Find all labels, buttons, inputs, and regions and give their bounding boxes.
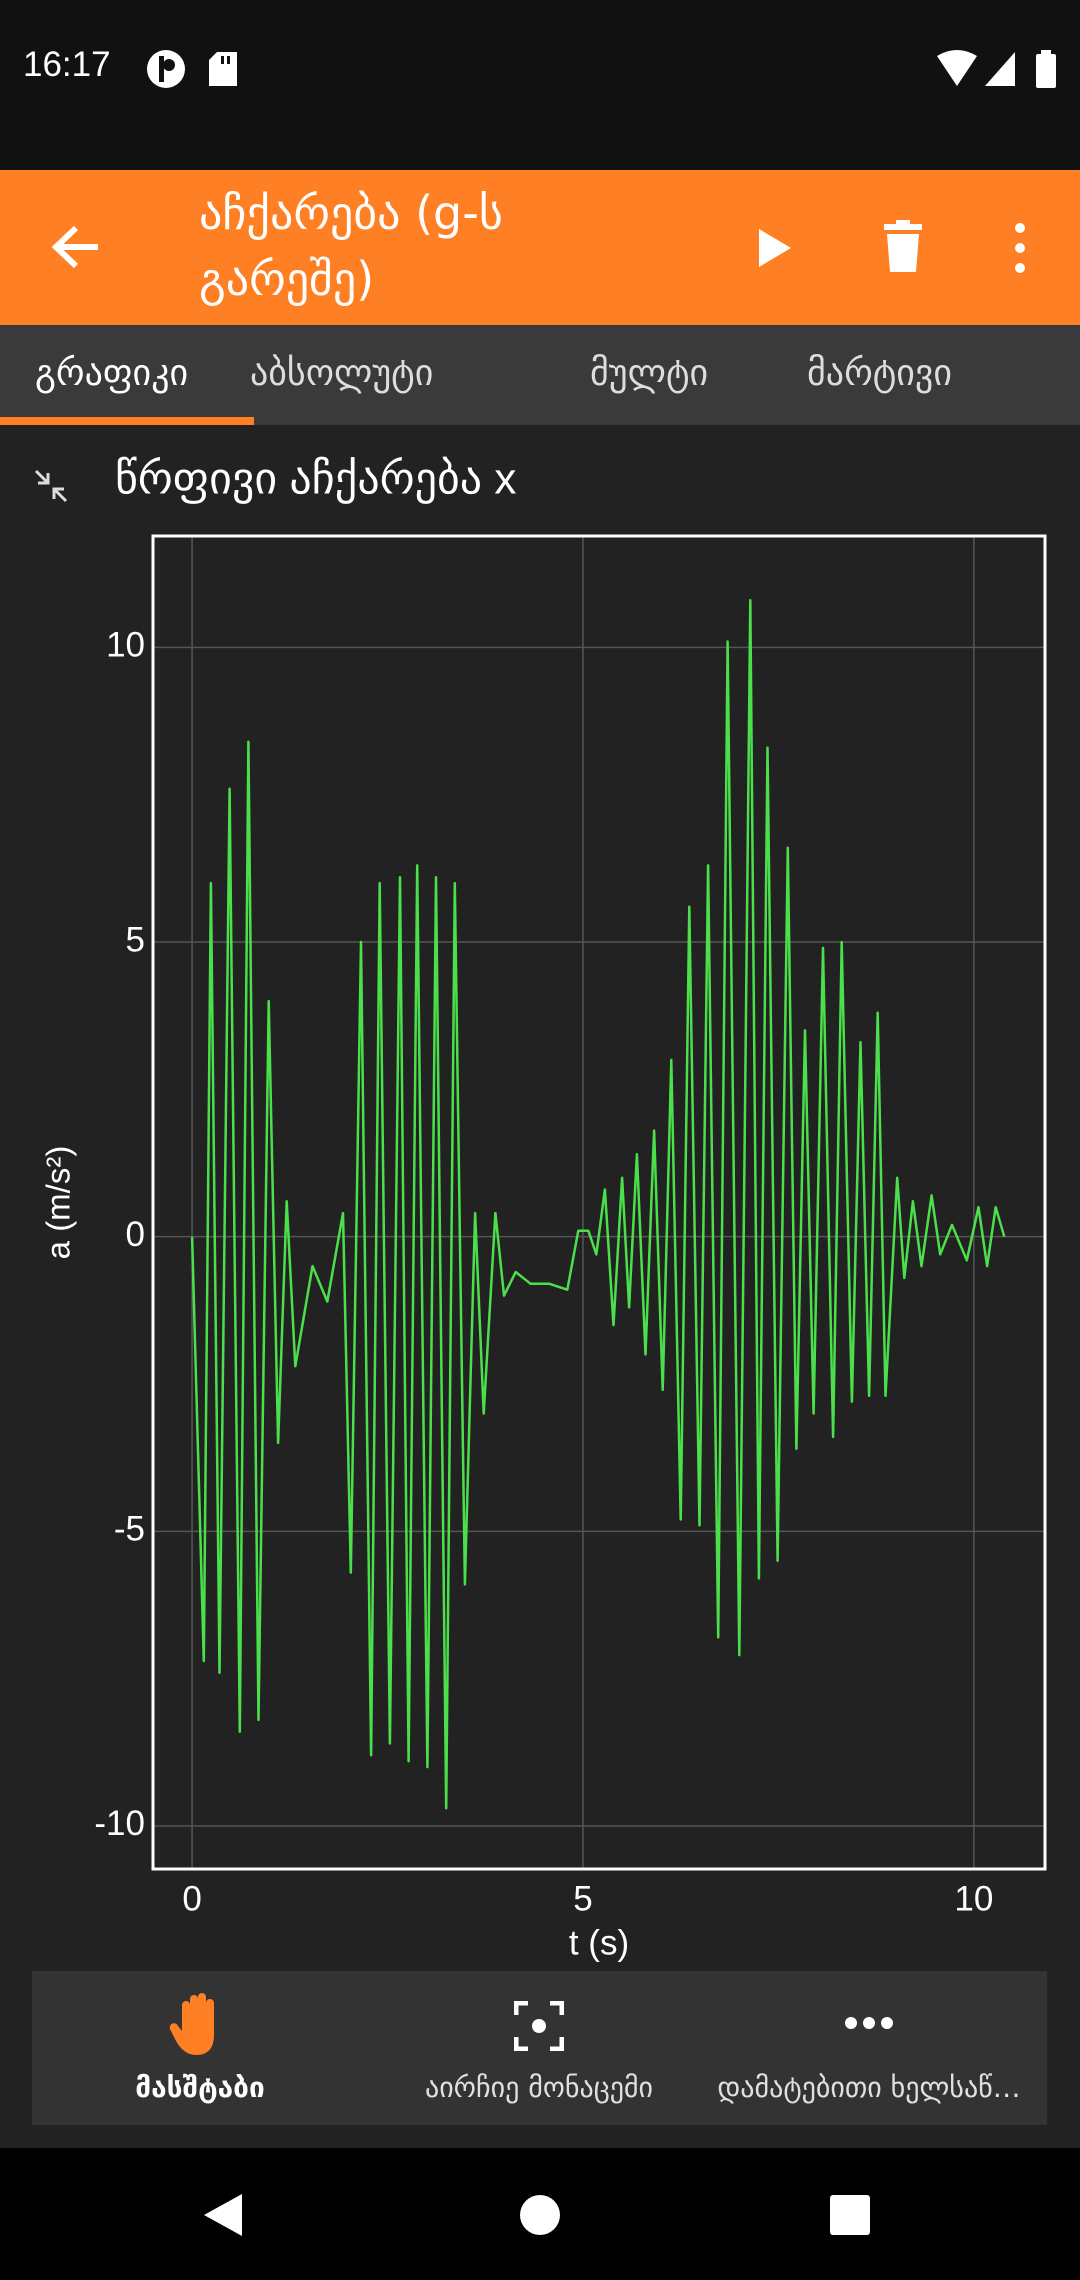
delete-button[interactable]	[882, 220, 924, 274]
more-button[interactable]	[1005, 222, 1035, 274]
tab[interactable]: აბსოლუტი	[250, 353, 434, 394]
status-bar: 16:17	[0, 0, 1080, 170]
y-tick-label: 0	[126, 1215, 145, 1254]
chart: წრფივი აჩქარება x -10 -5 0 5 10 0 5 10 t (s) a (m…	[34, 455, 1047, 1962]
plot-frame	[151, 534, 1047, 1871]
tab[interactable]: მულტი	[590, 353, 709, 394]
play-button[interactable]	[755, 225, 795, 271]
y-axis-label: a (m/s²)	[40, 1146, 77, 1260]
select-icon	[514, 2001, 564, 2051]
status-icons-right	[937, 50, 1056, 88]
data-line	[190, 598, 1006, 1810]
back-button[interactable]	[50, 222, 106, 272]
tool-zoom[interactable]: მასშტაბი	[135, 2071, 265, 2104]
chart-title: წრფივი აჩქარება x	[115, 455, 516, 505]
tool-select[interactable]: აირჩიე მონაცემი	[424, 2071, 654, 2104]
y-tick-label: -10	[94, 1804, 145, 1843]
nav-buttons[interactable]	[200, 2192, 880, 2238]
tool-more[interactable]: დამატებითი ხელსაწ…	[717, 2071, 1021, 2104]
collapse-icon[interactable]	[34, 469, 68, 503]
y-tick-label: 5	[126, 920, 145, 959]
tab-indicator	[0, 417, 254, 425]
toolbar: აჩქარება (g-ს გარეშე)	[0, 170, 1080, 325]
x-tick-label: 5	[573, 1879, 592, 1918]
zoom-icon	[169, 1993, 214, 2055]
status-icons-left	[147, 50, 237, 88]
tab-bar: გრაფიკი აბსოლუტი მულტი მარტივი	[0, 325, 1080, 425]
more-tools-icon	[845, 2017, 893, 2029]
y-tick-label: 10	[106, 626, 145, 665]
y-tick-label: -5	[114, 1510, 145, 1549]
nav-bar	[0, 2148, 1080, 2280]
bottom-bar: მასშტაბი აირჩიე მონაცემი დამატებითი ხელს…	[32, 1971, 1047, 2125]
tab[interactable]: მარტივი	[807, 353, 953, 394]
x-axis-label: t (s)	[569, 1923, 629, 1962]
tab[interactable]: გრაფიკი	[35, 353, 189, 394]
clock: 16:17	[23, 45, 111, 84]
toolbar-title: აჩქარება (g-ს გარეშე)	[199, 186, 503, 306]
x-tick-label: 10	[954, 1879, 993, 1918]
x-tick-label: 0	[182, 1879, 201, 1918]
